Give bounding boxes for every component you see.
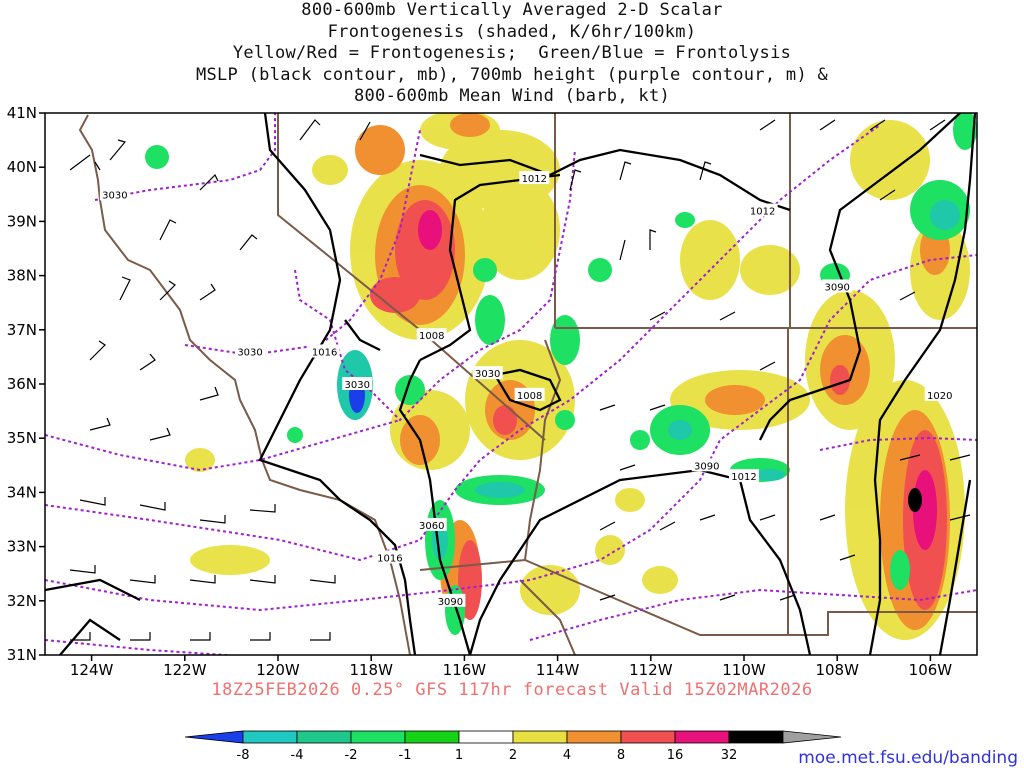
title-line-5: 800-600mb Mean Wind (barb, kt) <box>353 86 671 106</box>
mslp-contour-label: 1012 <box>750 207 775 218</box>
lat-tick-label: 31N <box>7 646 37 664</box>
lon-tick-label: 124W <box>70 661 114 679</box>
lat-tick-label: 39N <box>7 212 37 230</box>
credit-url[interactable]: moe.met.fsu.edu/banding <box>798 748 1018 768</box>
height-contour-label-bg <box>416 517 447 531</box>
longitude-axis: 124W 122W 120W 118W 116W 114W 112W 110W 108W 106W <box>70 655 952 679</box>
colorbar-label: 16 <box>667 748 684 763</box>
lat-tick-label: 33N <box>7 538 37 556</box>
colorbar-swatch <box>296 730 352 744</box>
colorbar-swatch <box>350 730 406 744</box>
lat-tick-label: 40N <box>7 158 37 176</box>
mslp-contour-label: 1008 <box>419 331 444 342</box>
mslp-contour-label-bg <box>374 550 405 564</box>
lon-tick-label: 108W <box>815 661 859 679</box>
height-contour-label: 3090 <box>694 461 719 472</box>
us-mexico-border <box>419 558 977 636</box>
mslp-contours <box>45 113 977 655</box>
mslp-contour-label-bg <box>416 328 447 342</box>
lon-tick-label: 106W <box>909 661 953 679</box>
lon-tick-label: 112W <box>629 661 673 679</box>
colorbar-label: 32 <box>721 748 738 763</box>
height-contour-label: 3090 <box>824 282 849 293</box>
mslp-contour-label-bg <box>519 171 550 185</box>
mslp-contour-label: 1008 <box>517 391 542 402</box>
title-line-4: MSLP (black contour, mb), 700mb height (… <box>195 64 829 85</box>
colorbar-swatch <box>566 730 622 744</box>
mslp-labels: 1012 1012 1008 1016 1008 1012 1016 1020 <box>309 171 955 564</box>
title-line-3: Yellow/Red = Frontogenesis; Green/Blue =… <box>232 43 792 63</box>
colorbar-label: 8 <box>617 748 625 763</box>
height-contour-label: 3030 <box>475 369 500 380</box>
mslp-contour-label: 1020 <box>927 391 952 402</box>
colorbar-swatch <box>458 730 514 744</box>
lat-tick-label: 35N <box>7 429 37 447</box>
mslp-contour-label-bg <box>924 387 955 401</box>
lat-tick-label: 37N <box>7 321 37 339</box>
mslp-contour-label-bg <box>747 203 778 217</box>
colorado-river <box>524 339 562 561</box>
height-contour-label: 3030 <box>237 347 262 358</box>
colorbar-arrow-low <box>184 730 244 744</box>
colorbar-label: 1 <box>455 748 463 763</box>
height-contour-label: 3060 <box>419 521 444 532</box>
chart-title: 800-600mb Vertically Averaged 2-D Scalar… <box>0 0 1024 108</box>
lon-tick-label: 122W <box>163 661 207 679</box>
lat-tick-label: 34N <box>7 483 37 501</box>
colorbar-swatch <box>242 730 298 744</box>
colorbar-swatch <box>674 730 730 744</box>
lat-tick-label: 41N <box>7 104 37 122</box>
mslp-contour-label: 1016 <box>312 347 337 358</box>
height-contour-label: 3030 <box>344 380 369 391</box>
state-line-ca-nv <box>277 113 546 441</box>
title-line-1: 800-600mb Vertically Averaged 2-D Scalar <box>301 0 723 20</box>
height-contour-label: 3090 <box>438 597 463 608</box>
height-contours <box>45 113 977 655</box>
height-contour-label: 3030 <box>102 190 127 201</box>
mslp-contour-label: 1016 <box>377 553 402 564</box>
title-line-2: Frontogenesis (shaded, K/6hr/100km) <box>327 21 697 42</box>
lat-tick-label: 32N <box>7 592 37 610</box>
latitude-axis: 41N 40N 39N 38N 37N 36N 35N 34N 33N 32N 31N <box>7 104 45 664</box>
mslp-contour-label: 1012 <box>522 174 547 185</box>
mslp-contour-label-bg <box>309 344 340 358</box>
height-contour-label-bg <box>435 593 466 607</box>
colorbar-swatch <box>512 730 568 744</box>
height-contour-label-bg <box>99 187 130 201</box>
height-labels: 3030 3030 3030 3030 3060 3090 3090 3090 <box>99 187 853 608</box>
mslp-contour-label: 1012 <box>731 472 756 483</box>
geographic-boundaries <box>78 113 977 655</box>
colorbar-swatch <box>728 730 784 744</box>
mslp-contour-label-bg <box>729 469 759 483</box>
wind-barbs <box>69 119 971 641</box>
colorbar-label: 2 <box>509 748 517 763</box>
lon-tick-label: 116W <box>443 661 487 679</box>
colorbar-label: 4 <box>563 748 571 763</box>
colorbar-swatch <box>404 730 460 744</box>
height-contour-label-bg <box>235 344 266 358</box>
forecast-caption: 18Z25FEB2026 0.25° GFS 117hr forecast Va… <box>211 680 813 700</box>
colorbar-label: -2 <box>345 748 358 763</box>
height-contour-label-bg <box>822 279 853 293</box>
colorbar: -8 -4 -2 -1 1 2 4 8 16 32 <box>184 730 842 763</box>
colorbar-swatch <box>620 730 676 744</box>
colorbar-arrow-high <box>782 730 842 744</box>
lon-tick-label: 118W <box>349 661 393 679</box>
colorbar-label: -8 <box>237 748 250 763</box>
colorbar-label: -4 <box>291 748 304 763</box>
mslp-contour-label-bg <box>514 387 545 401</box>
height-contour-label-bg <box>472 366 503 380</box>
height-contour-label-bg <box>342 377 373 390</box>
lon-tick-label: 110W <box>722 661 766 679</box>
height-contour-label-bg <box>691 458 722 472</box>
lat-tick-label: 38N <box>7 267 37 285</box>
gulf-of-california-coast <box>519 579 576 655</box>
lat-tick-label: 36N <box>7 375 37 393</box>
colorbar-label: -1 <box>399 748 412 763</box>
lon-tick-label: 114W <box>536 661 580 679</box>
lon-tick-label: 120W <box>256 661 300 679</box>
